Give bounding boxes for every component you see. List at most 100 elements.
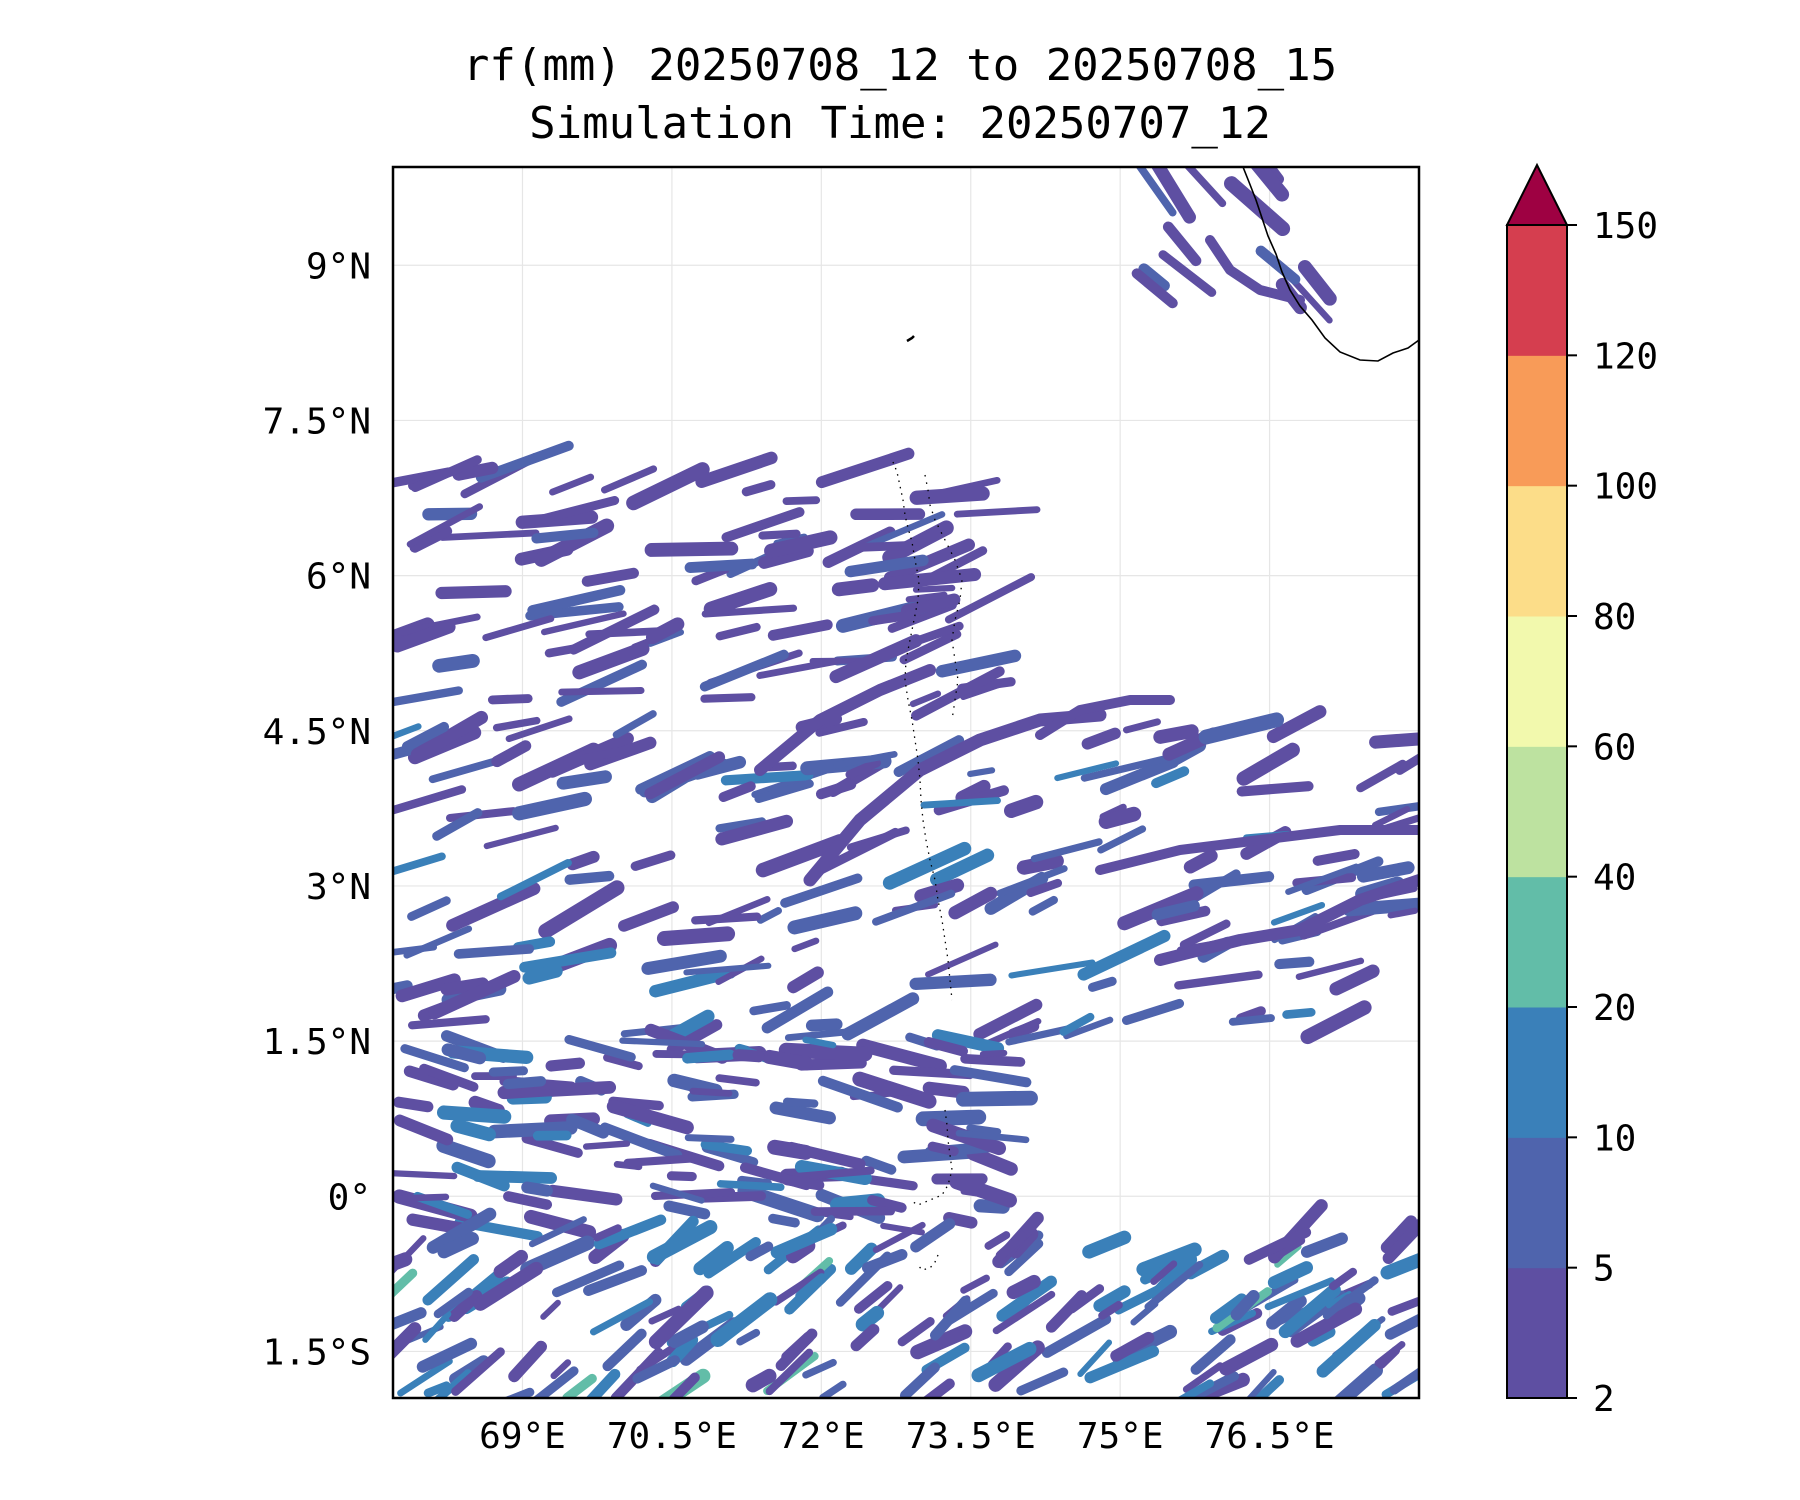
rain-contour bbox=[666, 1171, 697, 1182]
rain-contour bbox=[487, 694, 533, 705]
rain-contour bbox=[448, 1289, 483, 1322]
rain-contour bbox=[867, 1175, 918, 1191]
rain-contour bbox=[815, 447, 915, 489]
rain-contour bbox=[721, 507, 805, 543]
rain-contour bbox=[785, 1238, 816, 1264]
rain-contour bbox=[602, 1328, 647, 1372]
rain-contour bbox=[1135, 167, 1177, 217]
rain-contour bbox=[984, 1231, 1011, 1250]
rain-contour bbox=[545, 1057, 585, 1072]
rain-contour bbox=[1054, 760, 1120, 782]
x-tick-label: 69°E bbox=[479, 1416, 566, 1457]
rain-contour bbox=[732, 1049, 765, 1063]
y-tick-label: 9°N bbox=[306, 246, 371, 287]
rain-contour bbox=[765, 1348, 814, 1396]
figure-title-line-1: rf(mm) 20250708_12 to 20250708_15 bbox=[462, 40, 1338, 91]
rain-contour bbox=[531, 527, 599, 544]
rain-contour bbox=[925, 941, 999, 978]
rain-contour bbox=[1307, 1326, 1336, 1347]
colorbar-tick-label: 20 bbox=[1593, 988, 1636, 1029]
rain-contour bbox=[439, 529, 540, 541]
rain-contour bbox=[787, 906, 863, 935]
rain-contour bbox=[601, 465, 658, 494]
rain-contour bbox=[646, 1220, 718, 1264]
rain-contour bbox=[911, 666, 1005, 721]
rain-contour bbox=[1267, 1261, 1314, 1289]
rain-contour bbox=[433, 1369, 472, 1398]
rain-contour bbox=[715, 814, 794, 846]
rain-contour bbox=[762, 1049, 814, 1071]
rain-contour bbox=[645, 617, 685, 645]
rain-contour bbox=[715, 1074, 760, 1087]
rain-contour bbox=[436, 1138, 496, 1169]
rain-contour bbox=[521, 1181, 553, 1197]
rain-contour bbox=[668, 1372, 700, 1398]
rain-contour bbox=[1153, 724, 1199, 744]
rain-contour bbox=[684, 558, 758, 573]
rain-contour bbox=[419, 1063, 479, 1092]
rain-contour bbox=[1179, 919, 1231, 949]
rain-contour bbox=[960, 1053, 1026, 1067]
rain-contour bbox=[441, 1043, 487, 1065]
rain-contour bbox=[899, 1362, 940, 1398]
rain-contour bbox=[428, 756, 503, 784]
rain-contour bbox=[1144, 1260, 1204, 1311]
rain-contour bbox=[995, 1231, 1027, 1261]
rain-contour bbox=[1030, 838, 1103, 863]
rain-contour bbox=[401, 721, 450, 752]
rain-contour bbox=[606, 1099, 694, 1135]
rain-contour bbox=[1384, 1313, 1419, 1340]
colorbar-tick-label: 150 bbox=[1593, 206, 1658, 247]
x-tick-label: 72°E bbox=[778, 1416, 865, 1457]
rain-contour bbox=[556, 659, 647, 707]
rain-contour bbox=[819, 1380, 847, 1398]
rain-contour bbox=[768, 1213, 800, 1228]
rain-contour bbox=[432, 653, 480, 673]
colorbar-tick-label: 5 bbox=[1593, 1249, 1615, 1290]
figure-title-line-2: Simulation Time: 20250707_12 bbox=[529, 98, 1271, 149]
rain-contour bbox=[710, 1292, 778, 1348]
rain-contour bbox=[785, 1141, 866, 1170]
rain-contour bbox=[1041, 1314, 1112, 1358]
rain-contour bbox=[949, 1174, 1017, 1208]
rain-contour bbox=[949, 1065, 1032, 1088]
rain-contour bbox=[1374, 1341, 1406, 1367]
x-tick-label: 76.5°E bbox=[1205, 1416, 1335, 1457]
rain-contour bbox=[841, 992, 920, 1041]
rain-contour bbox=[649, 1182, 705, 1204]
rain-contour bbox=[861, 1155, 897, 1175]
rain-contour bbox=[566, 1113, 610, 1139]
rain-contour bbox=[433, 1287, 473, 1319]
rain-contour bbox=[973, 1199, 1010, 1214]
rain-contour bbox=[532, 495, 620, 526]
rain-contour bbox=[1008, 959, 1096, 979]
rain-contour bbox=[1209, 1293, 1248, 1324]
rain-contour bbox=[856, 1038, 947, 1073]
rain-contour bbox=[1230, 1290, 1260, 1321]
rain-contour bbox=[492, 716, 541, 732]
rain-contour bbox=[782, 1097, 819, 1108]
rain-contour bbox=[1266, 705, 1327, 744]
rain-contour bbox=[1342, 897, 1419, 917]
rain-contour bbox=[623, 1154, 695, 1167]
rain-contour bbox=[1131, 268, 1178, 309]
rain-contour bbox=[1250, 167, 1290, 202]
rain-contour bbox=[1190, 1334, 1236, 1375]
rain-contour bbox=[900, 593, 961, 617]
rain-contour bbox=[564, 870, 615, 885]
rain-contour bbox=[1158, 250, 1217, 297]
rain-contour bbox=[1274, 956, 1315, 970]
maldives-atolls-east bbox=[924, 474, 963, 721]
rain-contour bbox=[992, 1290, 1056, 1335]
rain-contour bbox=[944, 573, 1036, 624]
rain-contour bbox=[758, 529, 801, 540]
rain-contour bbox=[410, 455, 482, 493]
rain-contour bbox=[736, 1328, 761, 1346]
rain-contour bbox=[393, 1322, 422, 1360]
rain-contour bbox=[1274, 1243, 1302, 1268]
rain-contour bbox=[582, 1140, 631, 1150]
rain-contour bbox=[693, 1240, 734, 1276]
rain-contour bbox=[1151, 766, 1190, 789]
rain-contour bbox=[649, 966, 737, 998]
rain-contour bbox=[1380, 1215, 1418, 1254]
